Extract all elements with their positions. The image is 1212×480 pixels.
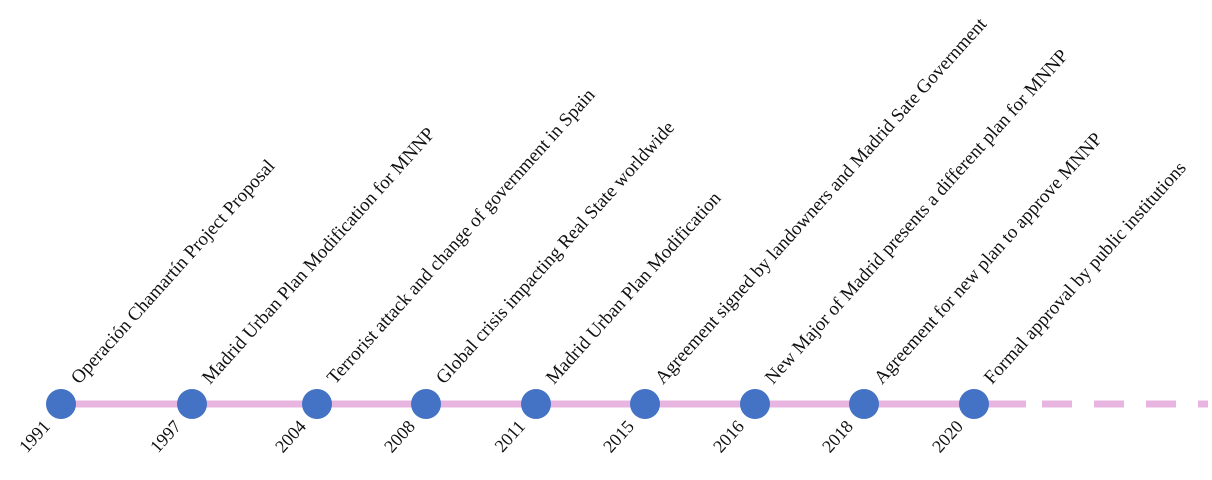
event-label: Madrid Urban Plan Modification for MNNP (198, 124, 439, 389)
event-year: 2004 (271, 416, 310, 456)
event-label: Global crisis impacting Real State world… (432, 117, 679, 388)
event-marker (630, 389, 660, 419)
event-year: 2015 (599, 416, 638, 456)
event-marker (411, 389, 441, 419)
event-marker (302, 389, 332, 419)
event-year: 1991 (15, 416, 54, 456)
event-marker (740, 389, 770, 419)
event-year: 1997 (146, 416, 185, 456)
event-year: 2020 (928, 416, 967, 456)
event-marker (46, 389, 76, 419)
event-marker (959, 389, 989, 419)
event-marker (521, 389, 551, 419)
event-year: 2018 (818, 416, 857, 456)
event-label: Madrid Urban Plan Modification (542, 188, 726, 389)
event-marker (177, 389, 207, 419)
event-label: Formal approval by public institutions (980, 158, 1191, 389)
event-label: Operación Chamartín Project Proposal (67, 156, 279, 388)
timeline-events: Operación Chamartín Project Proposal 1991… (15, 13, 1191, 456)
event-marker (849, 389, 879, 419)
event-label: Agreement for new plan to approve MNNP (870, 129, 1107, 389)
event-year: 2011 (490, 416, 529, 456)
event-year: 2008 (380, 416, 419, 456)
event-year: 2016 (709, 416, 748, 456)
